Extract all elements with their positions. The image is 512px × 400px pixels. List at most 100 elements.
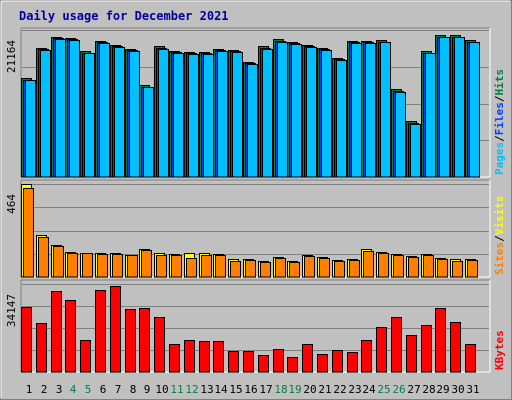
bar-kbytes-day-21 (317, 354, 328, 373)
bar-pages-day-17 (262, 49, 273, 178)
bar-pages-day-25 (380, 42, 391, 178)
bar-sites-day-16 (245, 260, 256, 278)
bar-kbytes-day-17 (258, 355, 269, 373)
legend-entry: Sites (493, 242, 506, 275)
bar-sites-day-4 (67, 253, 78, 278)
x-tick-label-12: 12 (185, 383, 198, 396)
x-tick-label-24: 24 (362, 383, 376, 396)
bar-kbytes-day-7 (110, 286, 121, 373)
bar-pages-day-7 (114, 47, 125, 178)
panels-layer: 21164Pages/Files/Hits464Sites/Visits3414… (5, 27, 506, 373)
x-tick-label-20: 20 (303, 383, 316, 396)
bar-pages-day-10 (158, 49, 169, 178)
legend-entry: / (493, 135, 506, 142)
x-tick-label-13: 13 (200, 383, 213, 396)
bar-pages-day-11 (173, 53, 184, 178)
plot-background (21, 280, 490, 372)
bar-sites-day-12 (186, 258, 197, 278)
bar-pages-day-18 (277, 42, 288, 178)
bar-pages-day-13 (203, 54, 214, 178)
x-tick-label-2: 2 (41, 383, 48, 396)
bar-kbytes-day-5 (80, 340, 91, 373)
bar-kbytes-day-28 (421, 325, 432, 373)
legend-entry: Files (493, 102, 506, 135)
x-tick-label-30: 30 (451, 383, 464, 396)
bar-kbytes-day-29 (435, 308, 446, 373)
bar-pages-day-30 (454, 37, 465, 178)
bar-pages-day-5 (84, 53, 95, 178)
bar-pages-day-27 (410, 124, 421, 178)
bar-pages-day-19 (291, 44, 302, 178)
bar-kbytes-day-20 (302, 344, 313, 373)
bar-sites-day-31 (467, 260, 478, 278)
legend-entry: Hits (493, 69, 506, 96)
bar-sites-day-23 (349, 260, 360, 278)
bar-pages-day-9 (143, 87, 154, 178)
x-tick-label-19: 19 (288, 383, 301, 396)
chart-title: Daily usage for December 2021 (19, 9, 229, 23)
bar-sites-day-19 (289, 262, 300, 278)
bar-pages-day-21 (321, 50, 332, 178)
bar-kbytes-day-4 (65, 300, 76, 373)
series-pages (25, 37, 480, 178)
x-tick-label-22: 22 (333, 383, 346, 396)
bar-sites-day-28 (423, 255, 434, 278)
x-tick-label-15: 15 (229, 383, 242, 396)
x-tick-label-26: 26 (392, 383, 405, 396)
bar-pages-day-23 (351, 43, 362, 178)
x-tick-label-17: 17 (259, 383, 272, 396)
series-sites (23, 188, 478, 278)
x-tick-label-14: 14 (214, 383, 228, 396)
y-axis-max-label: 464 (5, 194, 18, 214)
bar-kbytes-day-13 (199, 341, 210, 373)
panel-kbytes: 34147 KBytes (5, 279, 506, 373)
bar-kbytes-day-24 (361, 340, 372, 373)
series-kbytes (21, 286, 476, 373)
x-tick-label-11: 11 (170, 383, 183, 396)
bar-pages-day-4 (69, 40, 80, 178)
legend-entry: KBytes (493, 330, 506, 370)
x-axis-tick-labels: 1 2 3 4 5 6 7 8 9 10 11 12 13 14 15 16 17 18 19 20 21 22 23 24 2… (26, 383, 480, 396)
x-tick-label-25: 25 (377, 383, 390, 396)
x-tick-label-10: 10 (155, 383, 168, 396)
legend-entry: / (493, 95, 506, 102)
bar-kbytes-day-19 (287, 357, 298, 373)
bar-pages-day-28 (425, 53, 436, 178)
legend-sites_visits: Sites/Visits (493, 196, 506, 276)
bar-pages-day-24 (365, 43, 376, 178)
bar-sites-day-7 (112, 254, 123, 278)
x-tick-label-18: 18 (274, 383, 287, 396)
bar-kbytes-day-8 (125, 309, 136, 373)
legend-entry: Visits (493, 196, 506, 236)
bar-pages-day-29 (439, 37, 450, 178)
x-tick-label-7: 7 (115, 383, 122, 396)
bar-sites-day-27 (408, 257, 419, 278)
bar-pages-day-8 (129, 51, 140, 178)
bar-sites-day-24 (363, 251, 374, 278)
bar-pages-day-12 (188, 54, 199, 178)
bar-sites-day-22 (334, 261, 345, 278)
bar-kbytes-day-31 (465, 344, 476, 373)
bar-pages-day-20 (306, 47, 317, 178)
legend-entry: / (493, 235, 506, 242)
legend-kbytes: KBytes (493, 330, 506, 370)
bar-sites-day-8 (127, 255, 138, 278)
bar-kbytes-day-9 (139, 308, 150, 373)
bar-sites-day-3 (53, 246, 64, 278)
bar-sites-day-26 (393, 255, 404, 278)
x-tick-label-16: 16 (244, 383, 257, 396)
x-tick-label-27: 27 (407, 383, 420, 396)
x-tick-label-29: 29 (436, 383, 449, 396)
bar-pages-day-26 (395, 92, 406, 178)
bar-kbytes-day-18 (273, 349, 284, 373)
bar-sites-day-2 (38, 237, 49, 278)
bar-sites-day-30 (452, 261, 463, 278)
bar-sites-day-29 (437, 259, 448, 278)
bar-kbytes-day-14 (213, 341, 224, 373)
bar-kbytes-day-10 (154, 317, 165, 373)
bar-sites-day-20 (304, 256, 315, 278)
bar-pages-day-16 (247, 64, 258, 178)
